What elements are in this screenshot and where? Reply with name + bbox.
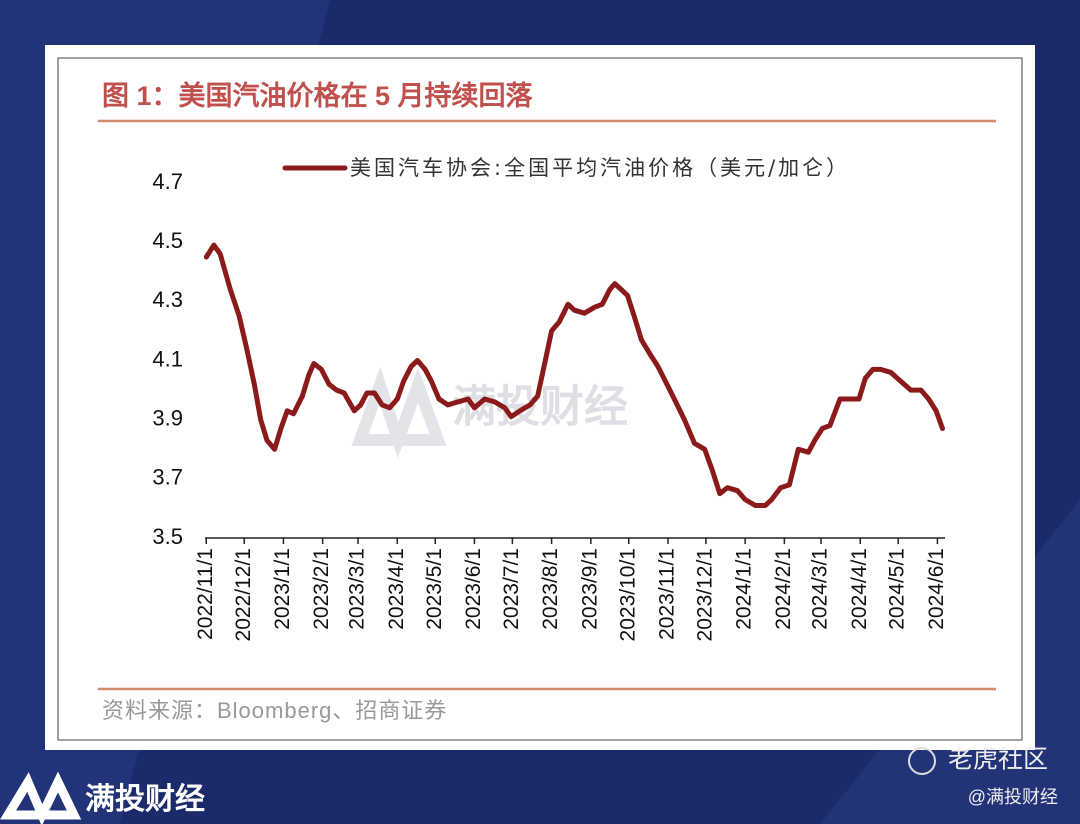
y-tick-label: 3.7 [152, 465, 183, 490]
x-tick-label: 2023/7/1 [500, 548, 523, 630]
x-tick-label: 2022/12/1 [232, 548, 255, 641]
x-tick-label: 2023/12/1 [693, 548, 716, 641]
x-tick-label: 2023/10/1 [616, 548, 639, 641]
y-tick-label: 4.7 [152, 169, 183, 194]
x-tick-label: 2023/8/1 [539, 548, 562, 630]
x-tick-label: 2023/5/1 [423, 548, 446, 630]
x-tick-label: 2022/11/1 [194, 548, 217, 640]
x-tick-label: 2024/5/1 [886, 548, 909, 630]
x-tick-label: 2023/9/1 [578, 548, 601, 630]
card-border [57, 57, 1023, 741]
x-tick-label: 2023/2/1 [310, 548, 333, 630]
series-line [203, 242, 945, 508]
footer-handle: @满投财经 [968, 787, 1058, 807]
x-tick-label: 2023/3/1 [346, 548, 369, 630]
x-tick-label: 2023/4/1 [385, 548, 408, 630]
x-tick-label: 2024/6/1 [925, 548, 948, 630]
footer-brand: 满投财经 [85, 782, 205, 816]
legend-label: 美国汽车协会:全国平均汽油价格（美元/加仑） [350, 156, 851, 180]
y-tick-label: 4.3 [152, 287, 183, 312]
y-tick-label: 4.5 [152, 228, 183, 253]
community-icon [908, 747, 936, 775]
x-tick-label: 2023/11/1 [656, 548, 679, 640]
footer-community: 老虎社区 [948, 746, 1048, 774]
y-tick-label: 4.1 [152, 346, 183, 371]
logo-mark [0, 771, 82, 824]
x-tick-label: 2024/2/1 [772, 548, 795, 630]
x-tick-label: 2023/6/1 [462, 548, 485, 630]
y-tick-label: 3.9 [152, 405, 183, 430]
chart-title: 图 1：美国汽油价格在 5 月持续回落 [102, 80, 534, 111]
x-tick-label: 2024/1/1 [733, 548, 756, 630]
x-tick-label: 2024/3/1 [809, 548, 832, 630]
card [45, 45, 1035, 750]
footer-logo [0, 771, 82, 824]
x-tick-label: 2023/1/1 [271, 548, 294, 630]
y-tick-label: 3.5 [152, 524, 183, 549]
source: 资料来源：Bloomberg、招商证券 [102, 698, 447, 723]
x-tick-label: 2024/4/1 [848, 548, 871, 630]
